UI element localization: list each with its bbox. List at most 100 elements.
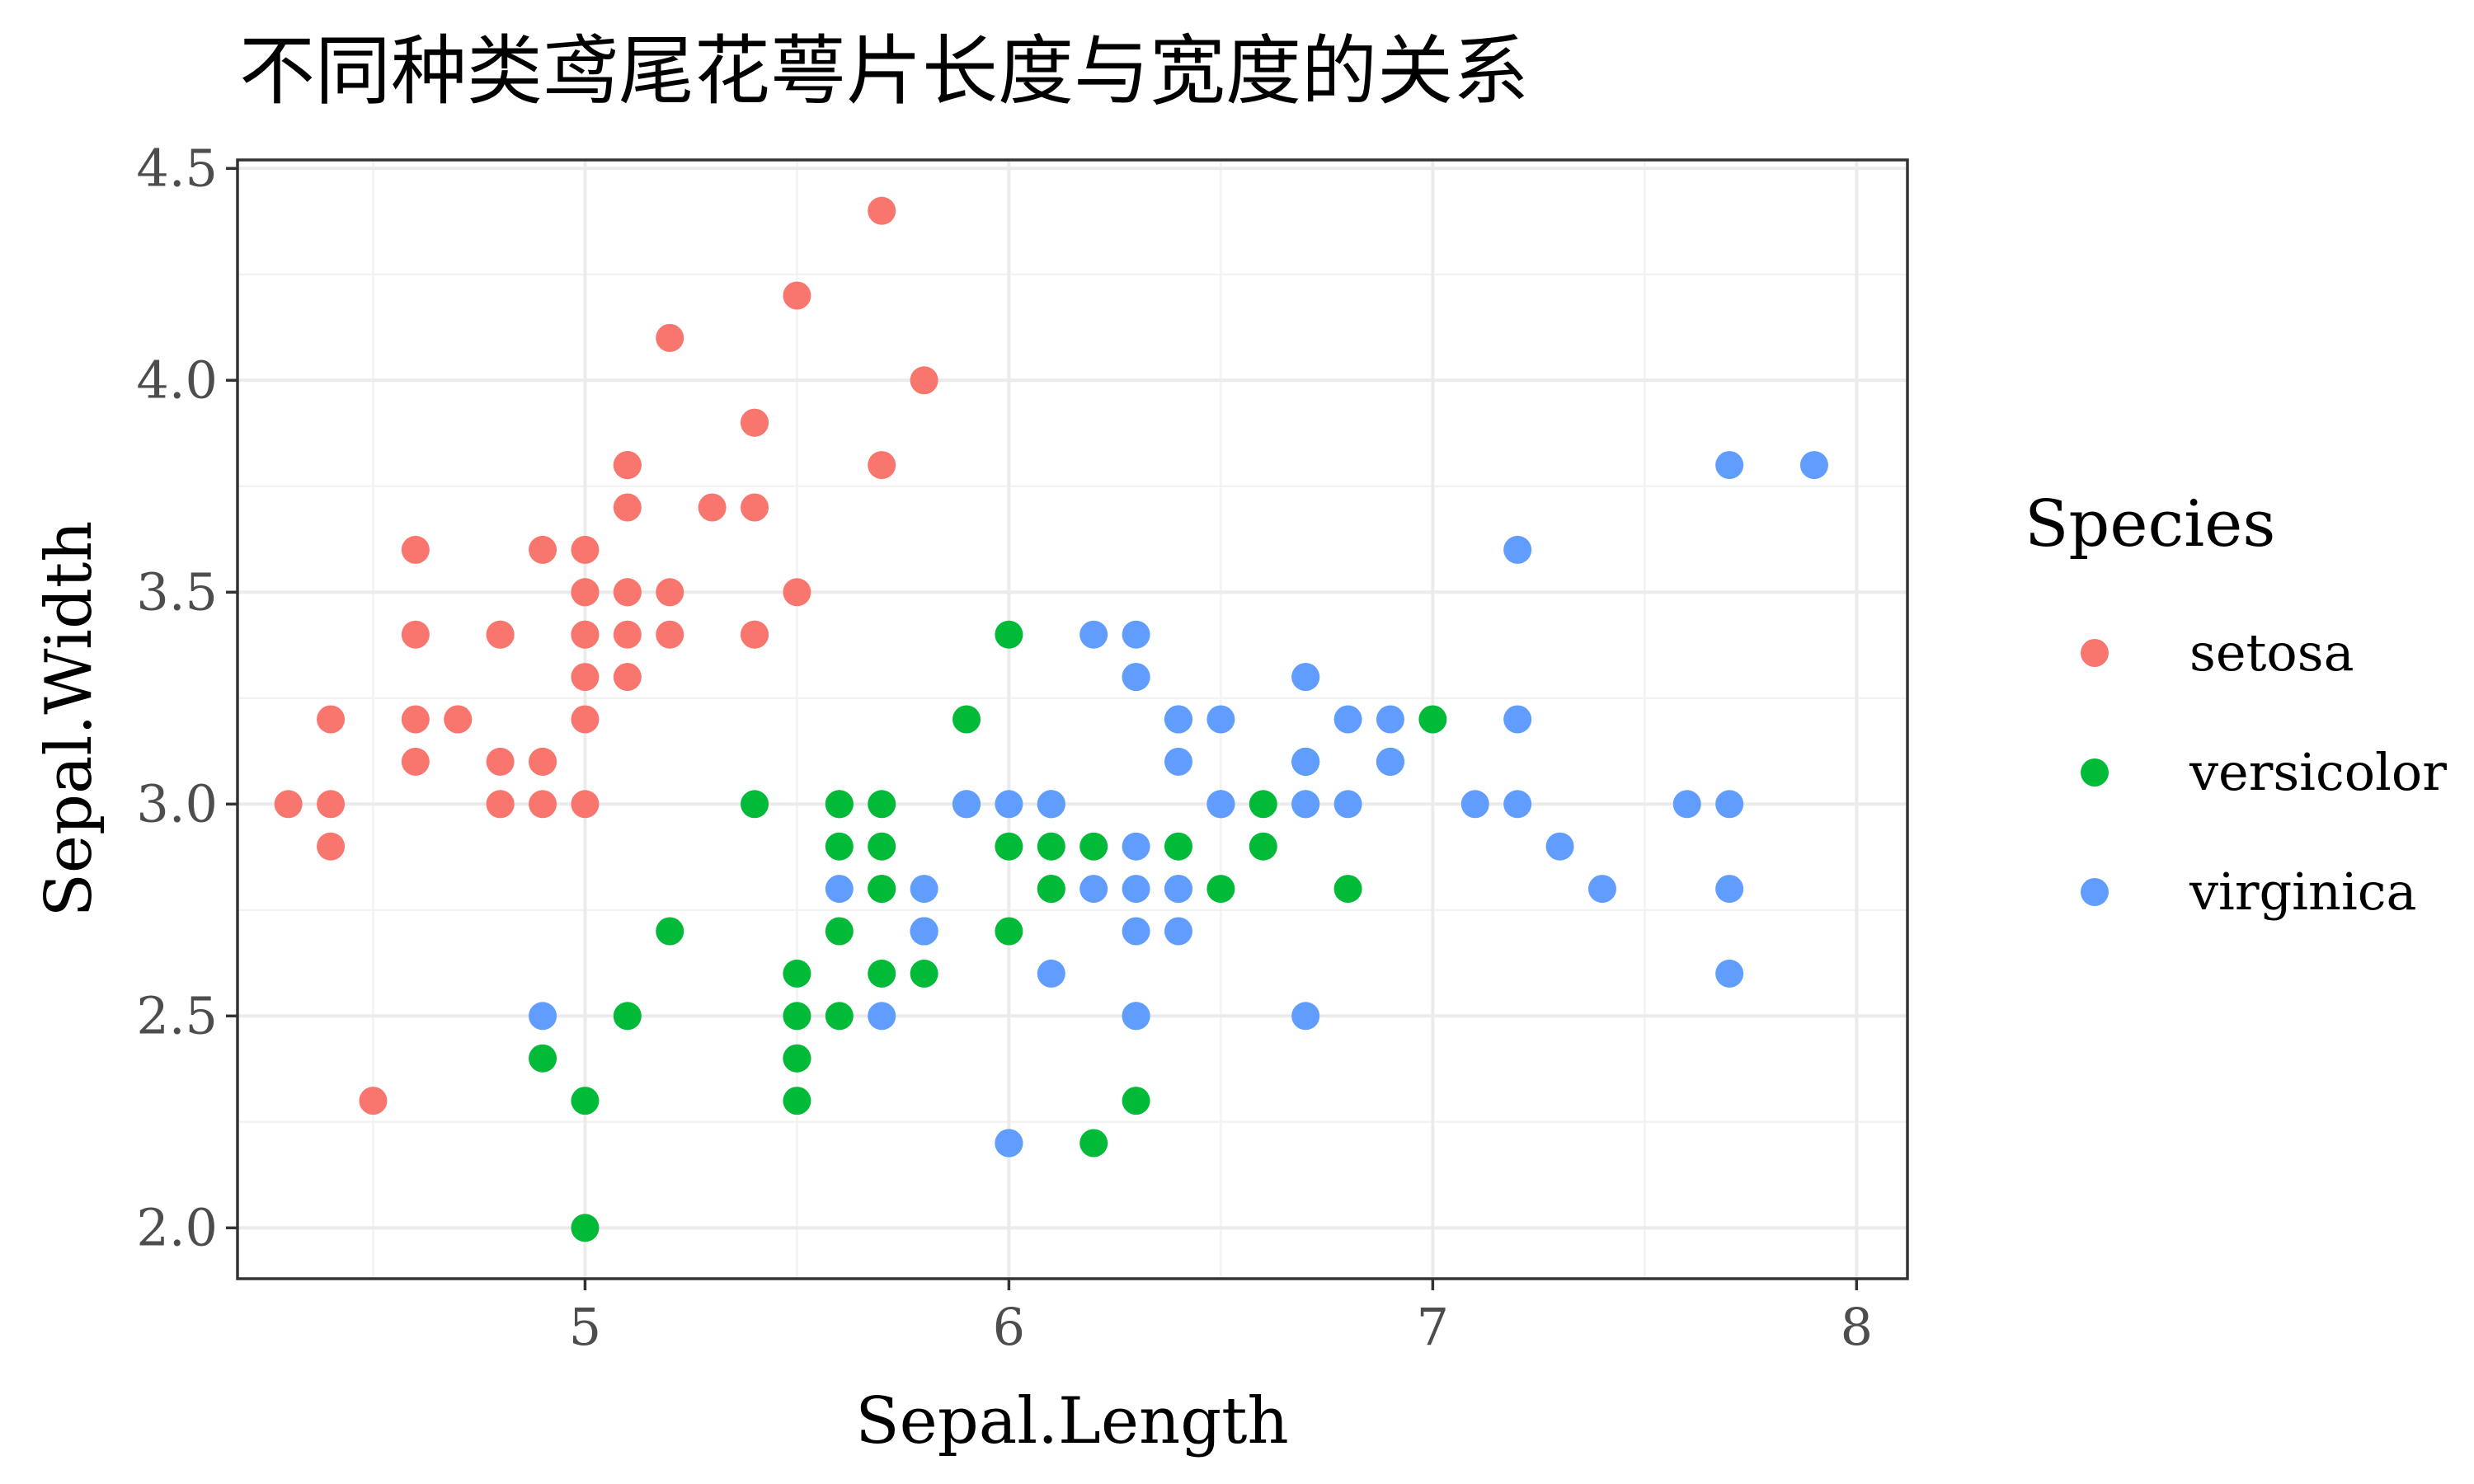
point-setosa [571,790,600,819]
point-setosa [529,535,557,564]
point-versicolor [825,917,854,946]
point-setosa [613,578,642,607]
point-virginica [1164,875,1192,904]
point-setosa [317,790,346,819]
point-virginica [1376,747,1404,776]
legend-items: setosa versicolor virginica [2081,622,2447,922]
point-versicolor [1037,875,1065,904]
point-versicolor [571,1214,600,1242]
y-tick-label: 3.5 [136,561,218,622]
point-setosa [613,620,642,649]
point-setosa [571,620,600,649]
x-axis-title: Sepal.Length [855,1384,1288,1458]
point-setosa [529,790,557,819]
point-versicolor [741,790,769,819]
point-setosa [571,663,600,692]
point-setosa [486,790,515,819]
point-versicolor [868,875,896,904]
point-virginica [1164,917,1192,946]
point-virginica [910,875,938,904]
point-virginica [952,790,981,819]
point-versicolor [825,790,854,819]
point-virginica [1291,747,1320,776]
point-virginica [529,1002,557,1031]
point-versicolor [1249,832,1277,861]
x-tick-label: 7 [1417,1297,1449,1357]
point-versicolor [613,1002,642,1031]
point-setosa [910,366,938,395]
x-tick-label: 8 [1841,1297,1873,1357]
point-virginica [1503,705,1532,734]
y-tick-label: 2.5 [136,985,218,1045]
point-versicolor [1333,875,1362,904]
legend-key-virginica [2081,878,2109,906]
point-versicolor [1418,705,1447,734]
point-versicolor [783,1002,811,1031]
point-setosa [613,663,642,692]
point-versicolor [910,959,938,988]
point-versicolor [783,1044,811,1073]
point-virginica [1715,451,1744,480]
point-versicolor [868,959,896,988]
y-tick-label: 2.0 [136,1197,218,1257]
chart-title: 不同种类鸢尾花萼片长度与宽度的关系 [239,27,1529,115]
point-virginica [1799,451,1828,480]
y-tick-label: 4.5 [136,138,218,198]
point-setosa [656,578,684,607]
point-setosa [741,408,769,437]
point-versicolor [1079,832,1108,861]
point-versicolor [868,832,896,861]
legend-key-setosa [2081,639,2109,667]
point-setosa [868,451,896,480]
point-setosa [783,281,811,310]
point-versicolor [783,1087,811,1115]
point-virginica [1291,790,1320,819]
point-virginica [825,875,854,904]
point-virginica [1037,959,1065,988]
point-virginica [1079,875,1108,904]
point-setosa [486,620,515,649]
point-versicolor [1164,832,1192,861]
point-setosa [741,620,769,649]
point-setosa [444,705,473,734]
point-setosa [698,493,727,522]
x-tick-label: 5 [569,1297,601,1357]
point-virginica [1715,875,1744,904]
point-versicolor [1122,1087,1150,1115]
point-versicolor [995,620,1023,649]
point-virginica [1333,705,1362,734]
point-virginica [995,790,1023,819]
point-versicolor [1249,790,1277,819]
point-virginica [1206,790,1235,819]
point-virginica [1291,1002,1320,1031]
point-versicolor [995,917,1023,946]
point-setosa [401,620,430,649]
point-setosa [783,578,811,607]
point-setosa [486,747,515,776]
point-virginica [1291,663,1320,692]
point-virginica [910,917,938,946]
point-virginica [1460,790,1489,819]
y-axis: 2.0 2.5 3.0 3.5 4.0 4.5 [136,138,238,1257]
point-versicolor [825,1002,854,1031]
y-tick-label: 4.0 [136,350,218,410]
point-virginica [1333,790,1362,819]
point-versicolor [825,832,854,861]
point-virginica [1122,832,1150,861]
point-setosa [317,705,346,734]
point-setosa [529,747,557,776]
point-virginica [995,1129,1023,1158]
point-versicolor [1206,875,1235,904]
point-virginica [1715,790,1744,819]
point-setosa [613,451,642,480]
point-setosa [571,705,600,734]
point-versicolor [952,705,981,734]
point-setosa [656,323,684,352]
point-versicolor [1037,832,1065,861]
legend: Species setosa versicolor virginica [2025,487,2447,922]
point-virginica [1164,747,1192,776]
point-virginica [1376,705,1404,734]
point-virginica [1206,705,1235,734]
point-setosa [274,790,303,819]
point-virginica [1122,875,1150,904]
